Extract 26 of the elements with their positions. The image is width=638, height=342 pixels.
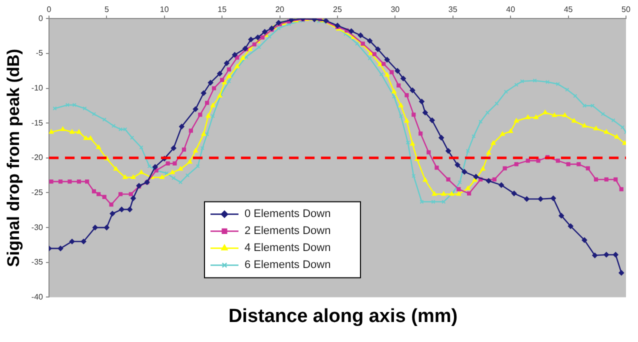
y-tick-label: -10	[31, 83, 44, 92]
x-axis-title: Distance along axis (mm)	[227, 306, 459, 328]
x-tick-label: 15	[218, 5, 228, 14]
x-tick-label: 20	[275, 5, 285, 14]
x-tick-label: 0	[46, 5, 52, 14]
x-tick-label: 10	[160, 5, 170, 14]
y-tick-label: -5	[36, 48, 44, 58]
y-tick-label: -30	[31, 222, 44, 232]
y-tick-label: -15	[31, 118, 44, 128]
legend-label: 2 Elements Down	[244, 225, 331, 238]
x-tick-label: 30	[390, 5, 400, 14]
x-tick-label: 45	[564, 5, 574, 14]
x-tick-label: 50	[622, 5, 631, 14]
legend-label: 6 Elements Down	[244, 259, 331, 272]
y-tick-label: -35	[31, 258, 44, 267]
y-axis-title: Signal drop from peak (dB)	[4, 48, 23, 267]
y-tick-label: -20	[31, 153, 44, 162]
legend-label: 0 Elements Down	[244, 208, 331, 220]
x-tick-label: 40	[506, 5, 516, 14]
y-tick-label: -40	[31, 292, 44, 302]
x-tick-label: 25	[333, 5, 342, 14]
legend-label: 4 Elements Down	[244, 242, 331, 254]
x-tick-label: 5	[104, 5, 110, 14]
y-tick-label: 0	[38, 14, 44, 23]
y-tick-label: -25	[31, 188, 44, 197]
x-tick-label: 35	[448, 5, 458, 14]
